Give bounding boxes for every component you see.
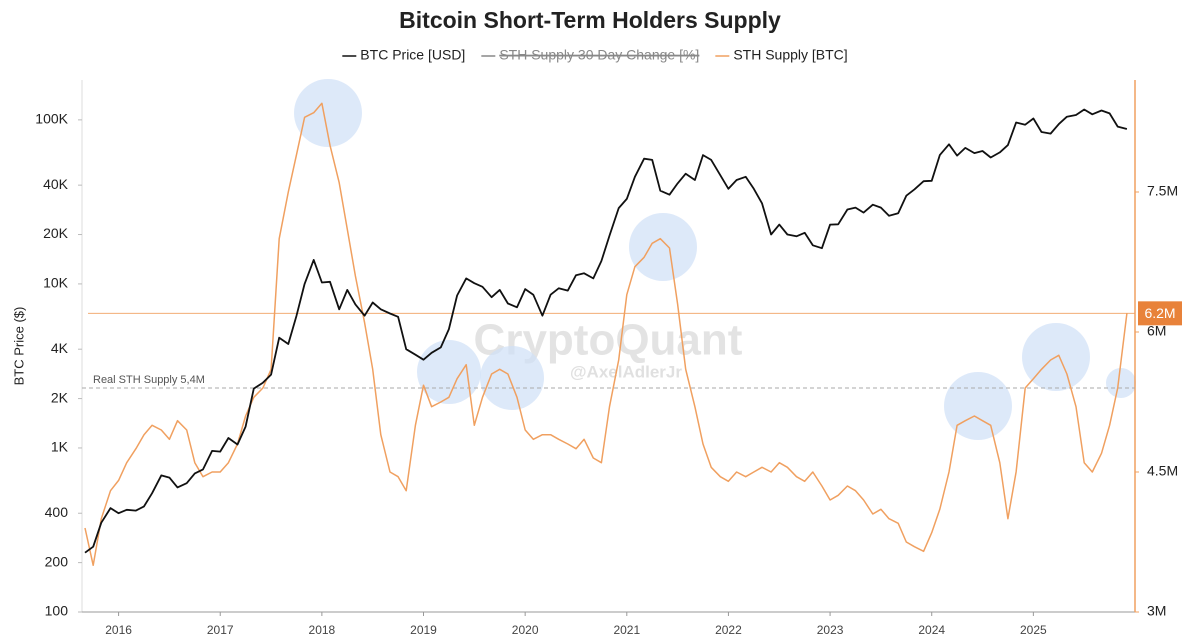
x-tick-label: 2020 — [512, 623, 539, 637]
y2-tick-label: 7.5M — [1147, 183, 1178, 199]
highlight — [1106, 368, 1136, 398]
y2-tick-label: 3M — [1147, 603, 1166, 619]
y-tick-label: 2K — [51, 389, 69, 405]
x-tick-label: 2021 — [613, 623, 640, 637]
current-value-label: 6.2M — [1144, 305, 1175, 321]
highlight-circles — [294, 79, 1136, 440]
x-tick-label: 2022 — [715, 623, 742, 637]
x-tick-label: 2025 — [1020, 623, 1047, 637]
x-tick-label: 2016 — [105, 623, 132, 637]
y-tick-label: 10K — [43, 275, 69, 291]
current-value-box — [1138, 301, 1182, 326]
y2-tick-label: 4.5M — [1147, 463, 1178, 479]
x-tick-label: 2017 — [207, 623, 234, 637]
highlight — [480, 346, 544, 410]
reference-label: Real STH Supply 5,4M — [93, 374, 205, 386]
highlight — [629, 213, 697, 281]
legend-label: BTC Price [USD] — [360, 47, 465, 63]
watermark: @AxelAdlerJr — [570, 362, 682, 381]
chart-title: Bitcoin Short-Term Holders Supply — [399, 7, 781, 33]
y-tick-label: 4K — [51, 340, 69, 356]
legend: BTC Price [USD] STH Supply 30 Day Change … — [342, 47, 848, 63]
y-tick-label: 40K — [43, 176, 69, 192]
series-line — [84, 108, 1128, 554]
y-tick-label: 20K — [43, 225, 69, 241]
y-tick-label: 100K — [35, 111, 68, 127]
highlight — [944, 372, 1012, 440]
legend-label: STH Supply 30 Day Change [%] — [499, 47, 699, 63]
series-line — [84, 102, 1128, 567]
y2-tick-label: 6M — [1147, 323, 1166, 339]
y-axis-label: BTC Price ($) — [11, 307, 26, 386]
x-tick-label: 2018 — [309, 623, 336, 637]
x-tick-label: 2024 — [918, 623, 945, 637]
x-tick-label: 2023 — [817, 623, 844, 637]
highlight — [294, 79, 362, 147]
x-tick-label: 2019 — [410, 623, 437, 637]
legend-label: STH Supply [BTC] — [733, 47, 847, 63]
y-tick-label: 400 — [45, 504, 69, 520]
y-tick-label: 100 — [45, 603, 69, 619]
y-tick-label: 200 — [45, 553, 69, 569]
y-tick-label: 1K — [51, 439, 69, 455]
